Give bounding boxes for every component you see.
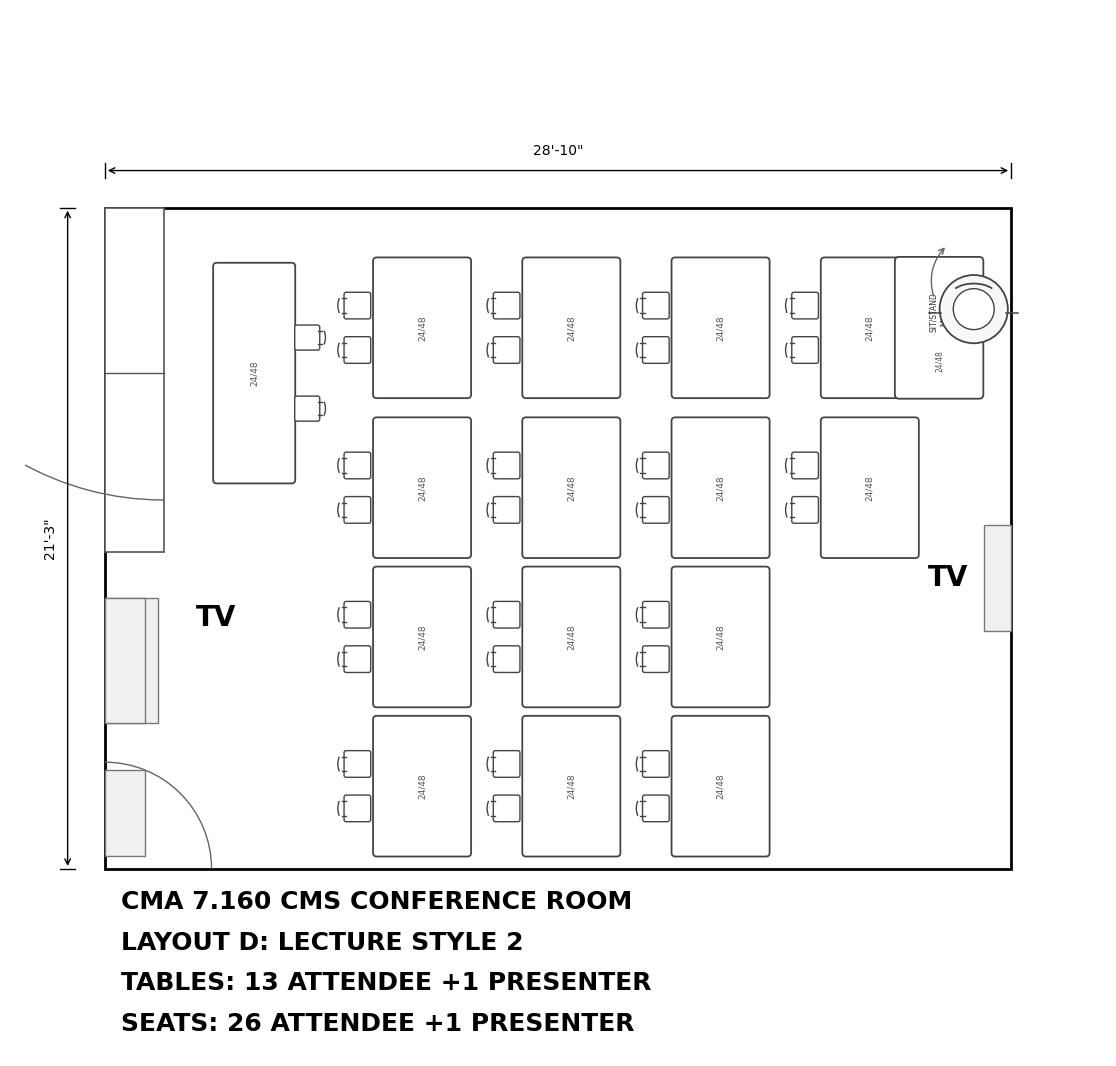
FancyBboxPatch shape (295, 397, 320, 421)
FancyBboxPatch shape (522, 418, 620, 559)
Text: TV: TV (195, 603, 235, 632)
FancyBboxPatch shape (373, 567, 471, 708)
FancyBboxPatch shape (373, 258, 471, 398)
FancyBboxPatch shape (672, 258, 770, 398)
FancyBboxPatch shape (493, 497, 520, 523)
FancyBboxPatch shape (493, 337, 520, 364)
FancyBboxPatch shape (344, 601, 371, 628)
Text: 24/48: 24/48 (567, 773, 576, 800)
FancyBboxPatch shape (213, 263, 296, 484)
Text: 24/48: 24/48 (417, 773, 426, 800)
Text: 24/48: 24/48 (417, 474, 426, 501)
Text: 24/48: 24/48 (716, 474, 725, 501)
Bar (105, 598, 158, 724)
FancyBboxPatch shape (522, 567, 620, 708)
FancyBboxPatch shape (643, 646, 670, 673)
FancyBboxPatch shape (643, 497, 670, 523)
Text: 24/48: 24/48 (567, 314, 576, 341)
Text: 24/48: 24/48 (417, 314, 426, 341)
Bar (105, 598, 145, 724)
Bar (105, 770, 145, 856)
FancyBboxPatch shape (493, 292, 520, 319)
FancyBboxPatch shape (643, 292, 670, 319)
Bar (984, 526, 1011, 631)
Text: 24/48: 24/48 (716, 624, 725, 650)
Circle shape (940, 275, 1008, 343)
Text: TABLES: 13 ATTENDEE +1 PRESENTER: TABLES: 13 ATTENDEE +1 PRESENTER (121, 971, 652, 996)
FancyBboxPatch shape (493, 750, 520, 777)
FancyBboxPatch shape (643, 750, 670, 777)
FancyBboxPatch shape (344, 497, 371, 523)
FancyBboxPatch shape (493, 601, 520, 628)
Text: 24/48: 24/48 (934, 350, 944, 372)
Bar (105, 208, 1011, 869)
FancyBboxPatch shape (672, 567, 770, 708)
Text: SIT/STAND
MOTOR: SIT/STAND MOTOR (930, 292, 949, 332)
FancyBboxPatch shape (643, 452, 670, 479)
FancyBboxPatch shape (643, 601, 670, 628)
FancyBboxPatch shape (344, 646, 371, 673)
FancyBboxPatch shape (820, 258, 918, 398)
FancyBboxPatch shape (493, 795, 520, 822)
FancyBboxPatch shape (522, 716, 620, 857)
FancyBboxPatch shape (344, 750, 371, 777)
Text: 24/48: 24/48 (716, 773, 725, 800)
Text: CMA 7.160 CMS CONFERENCE ROOM: CMA 7.160 CMS CONFERENCE ROOM (121, 890, 632, 915)
FancyBboxPatch shape (373, 716, 471, 857)
FancyBboxPatch shape (791, 452, 818, 479)
FancyBboxPatch shape (522, 258, 620, 398)
Text: 24/48: 24/48 (716, 314, 725, 341)
Text: LAYOUT D: LECTURE STYLE 2: LAYOUT D: LECTURE STYLE 2 (121, 931, 523, 955)
FancyBboxPatch shape (791, 337, 818, 364)
FancyBboxPatch shape (643, 337, 670, 364)
Text: 24/48: 24/48 (567, 474, 576, 501)
FancyBboxPatch shape (295, 325, 320, 350)
FancyBboxPatch shape (344, 795, 371, 822)
FancyBboxPatch shape (344, 337, 371, 364)
FancyBboxPatch shape (493, 646, 520, 673)
FancyBboxPatch shape (820, 418, 918, 559)
Text: 24/48: 24/48 (250, 360, 259, 386)
FancyBboxPatch shape (791, 292, 818, 319)
Text: 28'-10": 28'-10" (532, 144, 584, 158)
FancyBboxPatch shape (493, 452, 520, 479)
Circle shape (953, 289, 994, 329)
FancyBboxPatch shape (791, 497, 818, 523)
FancyBboxPatch shape (344, 292, 371, 319)
FancyBboxPatch shape (643, 795, 670, 822)
FancyBboxPatch shape (895, 257, 983, 399)
Text: SEATS: 26 ATTENDEE +1 PRESENTER: SEATS: 26 ATTENDEE +1 PRESENTER (121, 1012, 634, 1036)
Text: 24/48: 24/48 (417, 624, 426, 650)
FancyBboxPatch shape (344, 452, 371, 479)
FancyBboxPatch shape (373, 418, 471, 559)
Text: 21'-3": 21'-3" (44, 517, 57, 560)
Text: TV: TV (929, 564, 969, 592)
FancyBboxPatch shape (672, 418, 770, 559)
Text: 24/48: 24/48 (865, 474, 874, 501)
FancyBboxPatch shape (672, 716, 770, 857)
Bar (105, 208, 164, 551)
Text: 24/48: 24/48 (567, 624, 576, 650)
Text: 24/48: 24/48 (865, 314, 874, 341)
